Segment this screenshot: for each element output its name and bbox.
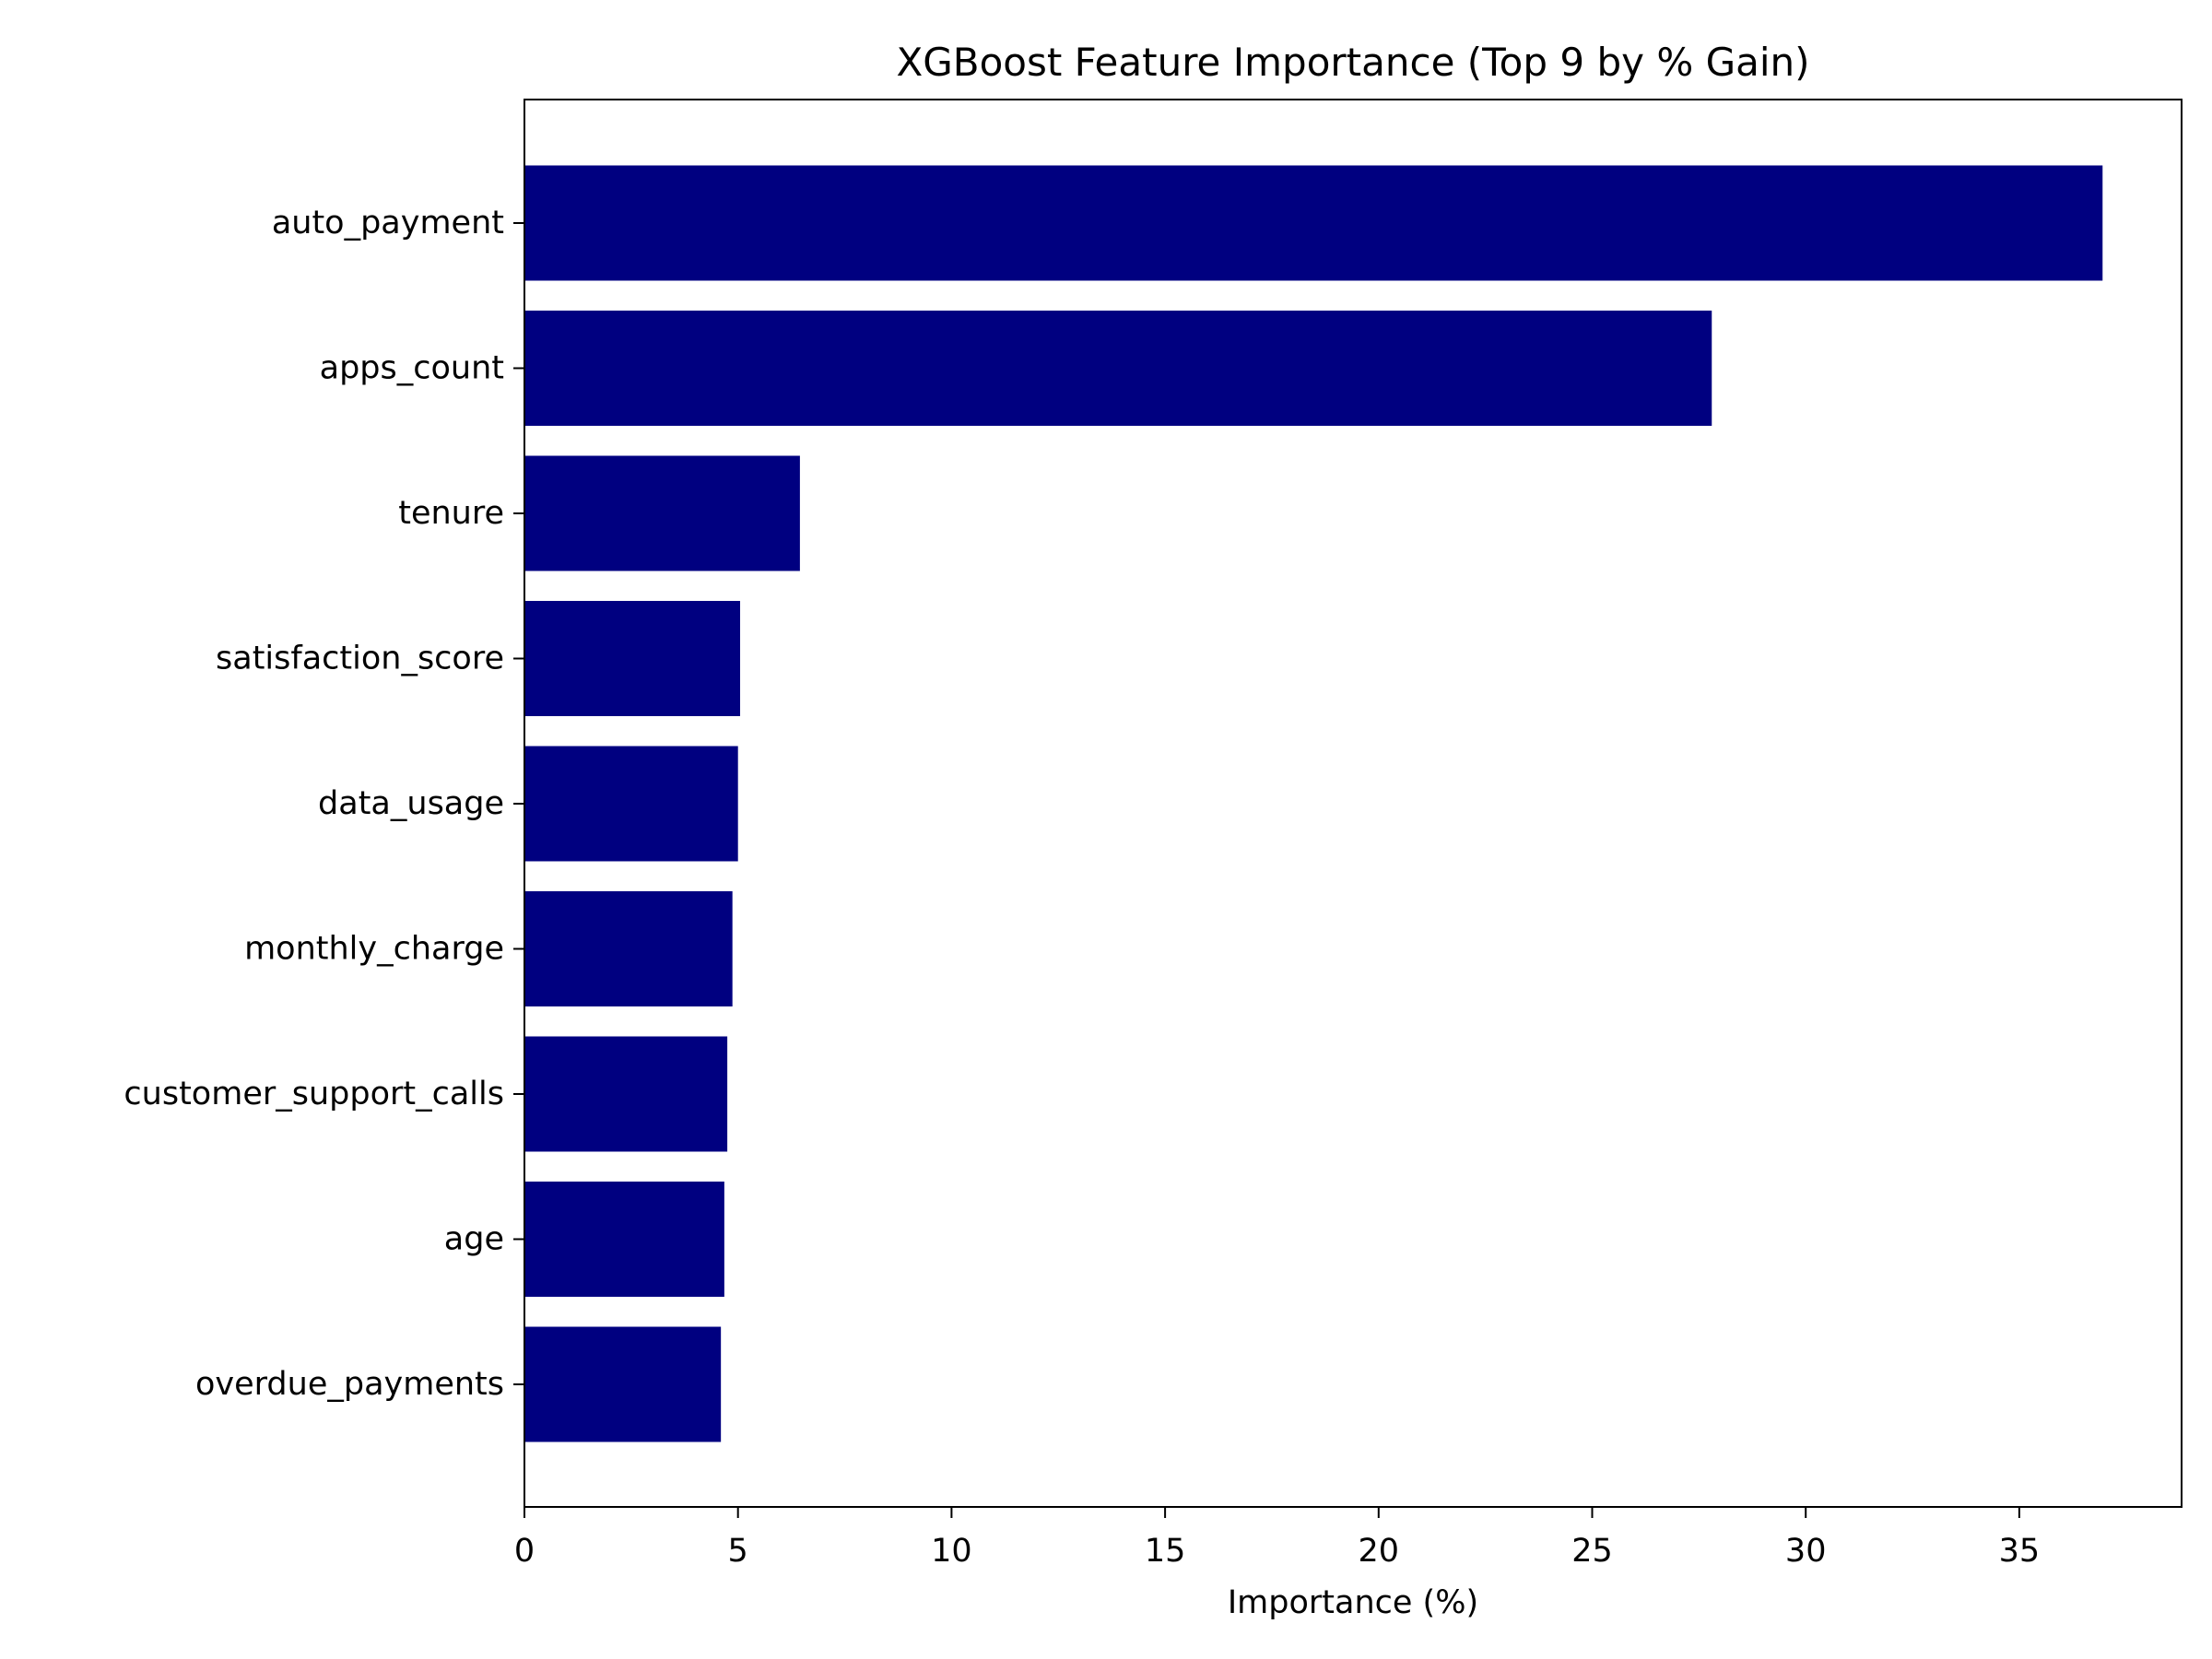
bar-data-usage	[524, 746, 738, 862]
bar-age	[524, 1182, 724, 1297]
bar-customer-support-calls	[524, 1036, 728, 1152]
bar-group	[524, 165, 2103, 1442]
y-tick-label: satisfaction_score	[216, 641, 504, 677]
y-tick-label: overdue_payments	[195, 1366, 504, 1403]
y-tick-label: monthly_charge	[244, 931, 504, 968]
y-tick-label: age	[444, 1221, 504, 1258]
x-tick-label: 0	[514, 1533, 535, 1570]
x-tick-label: 5	[728, 1533, 748, 1570]
x-tick-label: 20	[1359, 1533, 1400, 1570]
bar-satisfaction-score	[524, 601, 741, 716]
chart-title: XGBoost Feature Importance (Top 9 by % G…	[896, 40, 1809, 85]
x-tick-label: 25	[1571, 1533, 1613, 1570]
y-tick-label: customer_support_calls	[124, 1076, 504, 1112]
bar-tenure	[524, 455, 800, 571]
y-tick-label: data_usage	[318, 785, 504, 822]
x-axis: 0 5 10 15 20 25 30 35	[514, 1507, 2040, 1570]
y-tick-label: tenure	[398, 495, 504, 532]
x-tick-label: 35	[1999, 1533, 2041, 1570]
bar-monthly-charge	[524, 891, 733, 1006]
x-axis-label: Importance (%)	[1228, 1584, 1478, 1621]
bar-overdue-payments	[524, 1326, 722, 1442]
y-tick-label: apps_count	[320, 350, 504, 387]
x-tick-label: 15	[1145, 1533, 1186, 1570]
y-tick-label: auto_payment	[272, 205, 504, 241]
bar-auto-payment	[524, 165, 2103, 281]
x-tick-label: 10	[931, 1533, 972, 1570]
bar-apps-count	[524, 311, 1712, 426]
x-tick-label: 30	[1785, 1533, 1827, 1570]
